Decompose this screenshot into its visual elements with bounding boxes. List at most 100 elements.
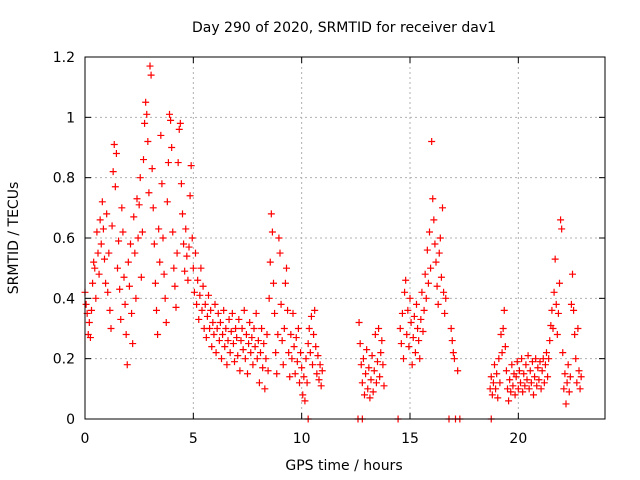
- data-point: [228, 309, 236, 317]
- data-point: [545, 355, 553, 363]
- data-point: [131, 249, 139, 257]
- data-point: [317, 382, 325, 390]
- data-point: [431, 240, 439, 248]
- data-point: [210, 331, 218, 339]
- data-point: [273, 370, 281, 378]
- data-point: [397, 340, 405, 348]
- data-point: [404, 306, 412, 314]
- data-point: [175, 125, 183, 133]
- data-point: [207, 306, 215, 314]
- data-point: [138, 228, 146, 236]
- data-point: [564, 361, 572, 369]
- data-point: [296, 379, 303, 387]
- data-point: [499, 325, 507, 332]
- data-point: [158, 180, 166, 188]
- data-point: [263, 331, 271, 339]
- data-point: [148, 165, 156, 173]
- data-point: [532, 355, 540, 363]
- data-point: [298, 364, 306, 372]
- data-point: [370, 367, 378, 375]
- data-point: [172, 303, 180, 311]
- data-point: [153, 306, 160, 314]
- data-point: [511, 391, 519, 399]
- data-point: [255, 379, 263, 387]
- data-point: [150, 240, 158, 248]
- y-tick-label: 0: [66, 412, 75, 428]
- data-point: [301, 397, 309, 405]
- data-point: [212, 349, 220, 357]
- data-point: [264, 367, 272, 375]
- data-point: [253, 355, 261, 363]
- data-point: [109, 168, 117, 176]
- data-point: [424, 279, 432, 287]
- data-point: [421, 270, 429, 278]
- data-point: [408, 361, 416, 369]
- data-point: [418, 288, 426, 296]
- data-point: [112, 150, 120, 158]
- data-point: [116, 285, 124, 293]
- x-tick-label: 0: [81, 431, 90, 447]
- data-point: [410, 312, 418, 320]
- data-point: [130, 213, 138, 221]
- y-tick-label: 1: [66, 110, 75, 126]
- data-point: [405, 343, 413, 351]
- data-point: [567, 300, 575, 308]
- data-point: [132, 294, 140, 302]
- data-point: [494, 394, 502, 402]
- data-point: [377, 349, 385, 357]
- data-point: [357, 361, 365, 369]
- data-point: [548, 306, 556, 314]
- data-point: [144, 137, 152, 145]
- data-point: [166, 110, 173, 118]
- data-point: [163, 198, 171, 206]
- data-point: [292, 334, 300, 342]
- data-point: [274, 331, 282, 339]
- data-point: [560, 385, 568, 393]
- data-point: [549, 325, 557, 332]
- data-point: [211, 300, 219, 308]
- y-tick-label: 0.8: [53, 171, 75, 187]
- data-point: [227, 328, 235, 336]
- data-point: [171, 282, 179, 290]
- data-point: [380, 382, 388, 390]
- data-point: [430, 216, 438, 224]
- data-point: [515, 367, 523, 375]
- data-point: [286, 373, 294, 381]
- data-point: [289, 309, 297, 317]
- data-point: [189, 264, 197, 272]
- data-point: [505, 397, 513, 405]
- data-point: [285, 349, 293, 357]
- data-point: [190, 288, 198, 296]
- data-point: [95, 270, 103, 278]
- data-point: [413, 300, 420, 308]
- data-point: [281, 279, 289, 287]
- data-point: [159, 234, 167, 242]
- data-point: [101, 255, 108, 263]
- x-tick-label: 20: [509, 431, 527, 447]
- data-point: [311, 306, 319, 314]
- data-point: [240, 306, 248, 314]
- data-point: [184, 276, 192, 284]
- axis-ticks: 0 0.2 0.4 0.6 0.8 1 1.2 0 5 10 15 20: [53, 50, 605, 447]
- data-point: [218, 355, 225, 363]
- data-point: [82, 300, 90, 308]
- data-point: [271, 309, 279, 317]
- data-point: [439, 204, 446, 212]
- data-point: [194, 276, 202, 284]
- data-point: [249, 361, 257, 369]
- data-point: [297, 349, 305, 357]
- data-point: [423, 246, 431, 254]
- data-point: [538, 367, 546, 375]
- data-point: [506, 376, 514, 384]
- data-point: [85, 318, 93, 326]
- data-point: [573, 379, 581, 387]
- data-point: [502, 367, 510, 375]
- data-point: [536, 358, 544, 366]
- data-point: [401, 288, 409, 296]
- data-point: [306, 349, 314, 357]
- data-point: [400, 355, 407, 363]
- data-point: [546, 337, 554, 345]
- data-point: [283, 264, 290, 272]
- x-tick-label: 15: [401, 431, 419, 447]
- data-point: [237, 337, 245, 345]
